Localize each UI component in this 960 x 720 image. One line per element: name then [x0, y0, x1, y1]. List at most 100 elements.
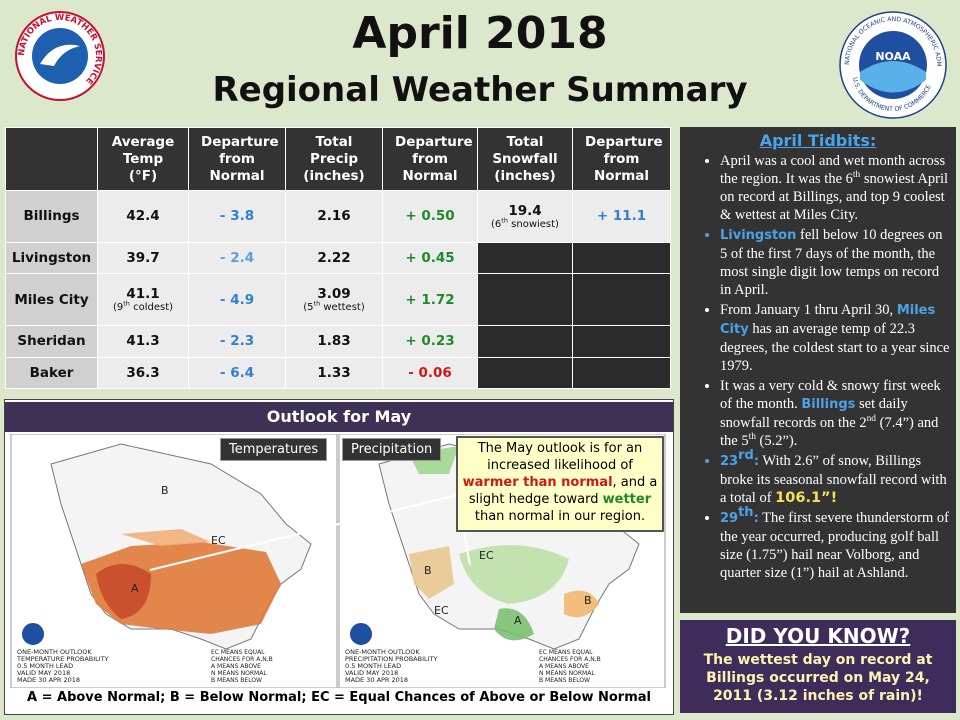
outlook-legend: A = Above Normal; B = Below Normal; EC =…: [27, 690, 651, 705]
cell-text: 42.4: [126, 208, 160, 225]
probability-area: [494, 608, 534, 641]
note-text: th: [501, 216, 508, 225]
text-run: th: [852, 170, 861, 181]
cell-text: - 3.8: [219, 208, 255, 225]
cell-text: - 2.3: [219, 333, 255, 350]
text-run: :: [753, 511, 759, 526]
table-cell: - 0.06: [382, 356, 478, 390]
note-text: th: [123, 299, 130, 308]
cell-text: Baker: [29, 364, 74, 381]
table-cell: - 2.4: [188, 241, 286, 275]
cell-text: 3.09: [317, 286, 351, 303]
map-mark: A: [514, 614, 522, 627]
station-name: Baker: [5, 356, 98, 390]
note-text: snowiest): [507, 218, 559, 230]
column-header: Average Temp (°F): [97, 127, 189, 191]
text-run: (5.2”).: [755, 433, 798, 449]
cell-text: - 0.06: [408, 364, 452, 381]
column-header-text: Departure from Normal: [585, 133, 663, 184]
table-cell: [572, 356, 671, 390]
table-cell: - 4.9: [188, 273, 286, 327]
map-caption: MADE 30 APR 2018: [345, 676, 408, 684]
map-caption: VALID MAY 2018: [17, 669, 70, 677]
note-text: wettest): [320, 302, 365, 314]
table-cell: + 0.50: [382, 190, 478, 243]
map-key: A MEANS ABOVE: [211, 663, 261, 670]
table-row: Livingston 39.7 - 2.4 2.22 + 0.45: [5, 241, 671, 275]
table-cell: 1.33: [285, 356, 383, 390]
cell-text: 36.3: [126, 364, 160, 381]
cell-text: + 11.1: [596, 208, 647, 225]
table-row: Sheridan 41.3 - 2.3 1.83 + 0.23: [5, 325, 671, 358]
tidbit: From January 1 thru April 30, Miles City…: [720, 301, 950, 375]
text-run: snowiest April on record at Billings, an…: [720, 171, 949, 223]
cell-note: (6th snowiest): [478, 216, 572, 230]
table-row: Billings 42.4- 3.8 2.16 + 0.50 19.4 (6th snow…: [5, 190, 671, 243]
tidbits: April Tidbits: April was a cool and wet …: [680, 127, 956, 613]
did-you-know-title: DID YOU KNOW?: [725, 624, 911, 648]
table-cell: + 0.45: [382, 241, 478, 275]
text-run: , and a slight hedge toward: [468, 475, 658, 507]
text-run: 29: [720, 511, 739, 526]
table-cell: 39.7: [97, 241, 189, 275]
map-caption: PRECIPITATION PROBABILITY: [345, 655, 438, 663]
cell-text: - 4.9: [219, 291, 255, 308]
map-caption: ONE-MONTH OUTLOOK: [345, 648, 420, 656]
logo-center: NOAA: [875, 50, 911, 63]
text-run: :: [753, 454, 760, 469]
title: April 2018: [352, 8, 608, 59]
map-key: N MEANS NORMAL: [539, 670, 595, 677]
map-mark: EC: [434, 604, 449, 617]
note-text: th: [313, 299, 321, 308]
column-header: Total Snowfall (inches): [477, 127, 573, 191]
cell-text: Miles City: [14, 291, 89, 308]
column-header: Departure from Normal: [188, 127, 286, 191]
table-cell: - 6.4: [188, 356, 286, 390]
text-run: than normal in our region.: [474, 509, 646, 524]
table-cell: + 11.1: [572, 190, 671, 243]
column-header: Total Precip (inches): [285, 127, 383, 191]
map-key: EC MEANS EQUAL: [539, 649, 593, 656]
map-label: Precipitation: [342, 438, 442, 461]
table-row: Miles City 41.1 (9th coldest) - 4.9 3.09 (5th…: [5, 273, 671, 327]
text-run: Billings: [801, 397, 856, 412]
text-run: has an average temp of 22.3 degrees, the…: [720, 321, 950, 374]
table-cell: 41.1 (9th coldest): [97, 273, 189, 327]
map-key: B MEANS BELOW: [211, 677, 262, 684]
note-text: (5: [303, 302, 314, 314]
cell-text: 19.4: [508, 202, 542, 219]
cell-text: + 0.50: [405, 208, 455, 225]
table-cell: [477, 325, 573, 358]
column-header: Departure from Normal: [572, 127, 671, 191]
cell-text: Livingston: [11, 250, 92, 267]
station-name: Miles City: [5, 273, 98, 327]
tidbit: 23rd: With 2.6” of snow, Billings broke …: [720, 449, 950, 507]
noaa-badge: [20, 621, 46, 647]
note-text: (6: [491, 218, 502, 230]
map-mark: B: [584, 594, 592, 607]
map-mark: A: [131, 582, 139, 595]
map-mark: EC: [479, 549, 494, 562]
did-you-know: DID YOU KNOW? The wettest day on record …: [680, 620, 956, 713]
text-run: set daily snowfall records on the 2: [720, 396, 908, 431]
table-cell: - 3.8: [188, 190, 286, 243]
tidbit: 29th: The first severe thunderstorm of t…: [720, 506, 950, 582]
map-mark: EC: [211, 534, 226, 547]
text-run: With 2.6” of snow, Billings broke its se…: [720, 453, 947, 506]
text-run: 23: [720, 454, 739, 469]
table-cell: [572, 273, 671, 327]
did-you-know-text: The wettest day on record at Billings oc…: [703, 652, 933, 704]
tidbits-list: April was a cool and wet month across th…: [686, 152, 950, 582]
text-run: Livingston: [720, 228, 797, 243]
table-cell: [477, 273, 573, 327]
column-header-text: Total Precip (inches): [303, 133, 365, 184]
table-cell: [572, 241, 671, 275]
probability-area: [96, 564, 151, 619]
text-run: nd: [866, 414, 876, 425]
cell-text: 1.83: [317, 333, 351, 350]
station-name: Billings: [5, 190, 98, 243]
text-run: 106.1”!: [775, 490, 838, 506]
text-run: warmer than normal: [462, 475, 613, 490]
map-caption: 0.5 MONTH LEAD: [345, 662, 401, 670]
